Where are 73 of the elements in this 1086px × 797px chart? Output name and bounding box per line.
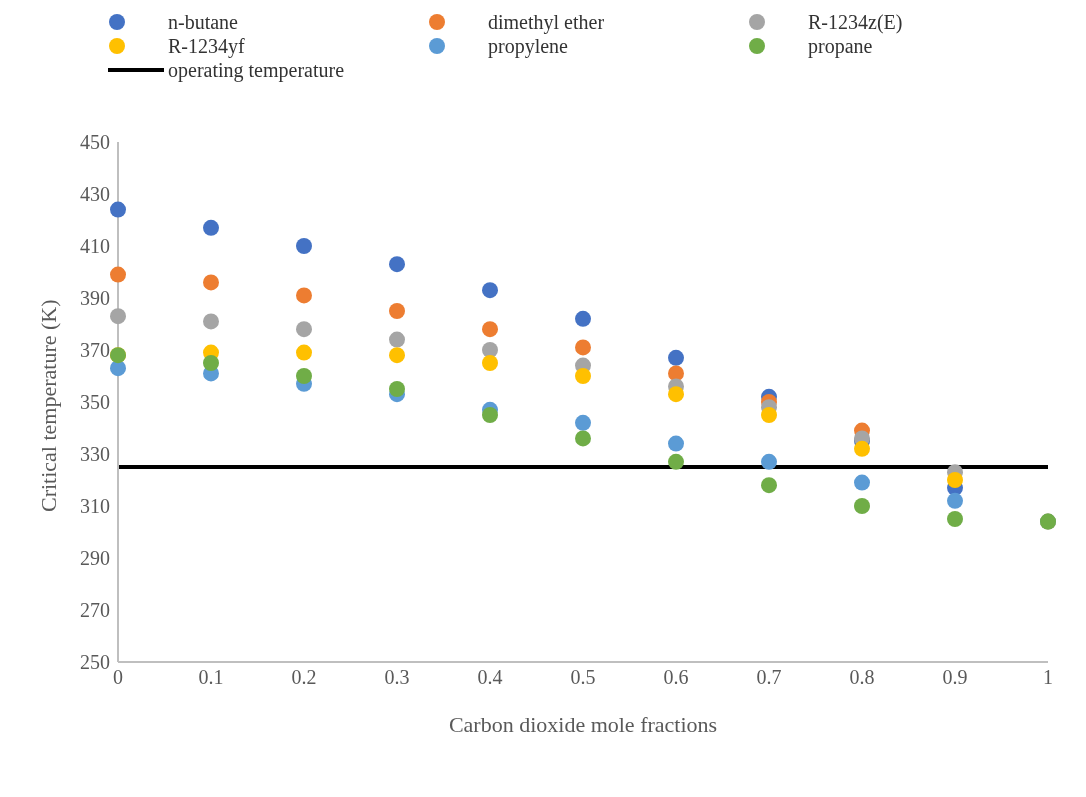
x-tick-label: 0.7 xyxy=(756,666,782,689)
point xyxy=(203,274,219,291)
point xyxy=(389,381,405,397)
point xyxy=(110,266,126,283)
point xyxy=(854,498,870,514)
point xyxy=(668,453,684,470)
point xyxy=(110,201,126,218)
legend-label: propane xyxy=(808,34,873,58)
point xyxy=(296,238,312,254)
point xyxy=(482,282,498,299)
y-tick-label: 350 xyxy=(80,391,110,414)
y-tick-label: 410 xyxy=(80,235,110,258)
point xyxy=(575,310,591,327)
point xyxy=(482,355,498,371)
point xyxy=(389,303,405,319)
point xyxy=(482,342,498,358)
y-tick-label: 430 xyxy=(80,183,110,206)
point xyxy=(296,344,312,361)
point xyxy=(668,349,684,366)
legend-label: operating temperature xyxy=(168,58,345,82)
point xyxy=(854,440,870,457)
y-tick-label: 290 xyxy=(80,547,110,570)
point xyxy=(854,474,870,491)
x-tick-label: 0.8 xyxy=(849,666,875,689)
y-tick-label: 390 xyxy=(80,287,110,310)
point xyxy=(761,453,777,470)
y-tick-label: 330 xyxy=(80,443,110,466)
point xyxy=(668,386,684,403)
x-tick-label: 0.6 xyxy=(663,666,689,689)
point xyxy=(110,360,126,377)
y-tick-label: 250 xyxy=(80,651,110,674)
point xyxy=(947,511,963,527)
legend-label: dimethyl ether xyxy=(488,10,605,34)
legend-label: R-1234z(E) xyxy=(808,10,903,34)
point xyxy=(296,287,312,304)
y-tick-label: 310 xyxy=(80,495,110,518)
point xyxy=(482,321,498,338)
y-axis-title: Critical temperature (K) xyxy=(35,299,61,512)
point xyxy=(389,256,405,273)
point xyxy=(203,313,219,330)
y-tick-label: 450 xyxy=(80,131,110,154)
point xyxy=(110,308,126,325)
point xyxy=(947,492,963,509)
point xyxy=(203,355,219,371)
point xyxy=(203,219,219,236)
x-tick-label: 1 xyxy=(1043,666,1053,689)
legend-label: n-butane xyxy=(168,10,238,34)
point xyxy=(389,331,405,348)
x-axis-title: Carbon dioxide mole fractions xyxy=(448,712,718,737)
x-tick-label: 0.9 xyxy=(942,666,968,689)
point xyxy=(296,321,312,338)
x-tick-label: 0 xyxy=(113,666,123,689)
point xyxy=(389,347,405,364)
point xyxy=(575,414,591,431)
point xyxy=(668,365,684,382)
point xyxy=(482,407,498,423)
point xyxy=(668,435,684,452)
point xyxy=(575,339,591,356)
point xyxy=(575,368,591,384)
legend-label: R-1234yf xyxy=(168,34,245,58)
point xyxy=(947,472,963,488)
point xyxy=(761,407,777,423)
point xyxy=(575,430,591,447)
point xyxy=(296,368,312,384)
x-tick-label: 0.2 xyxy=(291,666,317,689)
x-tick-label: 0.5 xyxy=(570,666,596,689)
y-tick-label: 370 xyxy=(80,339,110,362)
legend-label: propylene xyxy=(488,34,568,58)
point xyxy=(761,477,777,494)
y-tick-label: 270 xyxy=(80,599,110,622)
x-tick-label: 0.3 xyxy=(384,666,410,689)
x-tick-label: 0.4 xyxy=(477,666,503,689)
x-tick-label: 0.1 xyxy=(198,666,224,689)
